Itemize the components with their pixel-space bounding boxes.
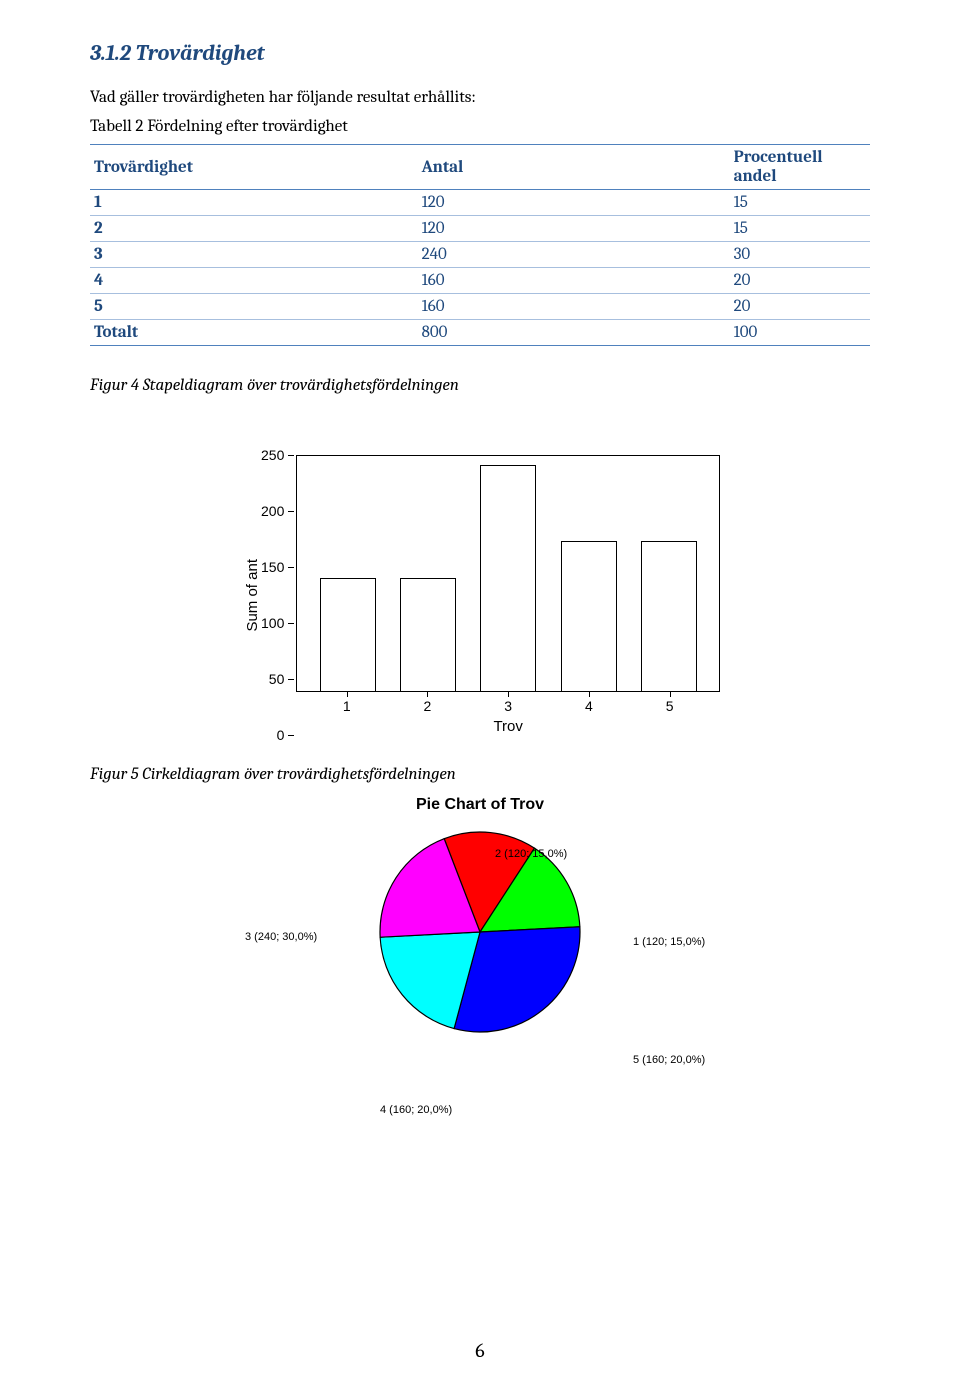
table-cell: 15: [730, 190, 870, 216]
pie-slice-label: 4 (160; 20,0%): [380, 1104, 452, 1116]
bar: [561, 541, 617, 691]
table-cell: 120: [418, 190, 730, 216]
bar-chart-xaxis: 1 2 3 4 5: [296, 692, 720, 714]
table-row: 212015: [90, 216, 870, 242]
th-pct: Procentuell andel: [730, 145, 870, 190]
table-cell: 800: [418, 320, 730, 346]
table-row: 112015: [90, 190, 870, 216]
figure5-caption: Figur 5 Cirkeldiagram över trovärdighets…: [90, 765, 870, 784]
xtick: 2: [399, 692, 455, 714]
bar-chart-xlabel: Trov: [296, 718, 720, 735]
th-count: Antal: [418, 145, 730, 190]
table-cell: 5: [90, 294, 418, 320]
table-row: 516020: [90, 294, 870, 320]
table-row: Totalt800100: [90, 320, 870, 346]
table-cell: 160: [418, 268, 730, 294]
data-table: Trovärdighet Antal Procentuell andel 112…: [90, 144, 870, 346]
table-cell: 15: [730, 216, 870, 242]
th-label: Trovärdighet: [90, 145, 418, 190]
table-cell: 3: [90, 242, 418, 268]
bar: [641, 541, 697, 691]
xtick: 5: [642, 692, 698, 714]
bar-chart-ylabel: Sum of ant: [240, 559, 261, 632]
table-cell: 100: [730, 320, 870, 346]
table-cell: 30: [730, 242, 870, 268]
xtick: 3: [480, 692, 536, 714]
intro-text: Vad gäller trovärdigheten har följande r…: [90, 88, 870, 107]
table-cell: 20: [730, 294, 870, 320]
table-row: 416020: [90, 268, 870, 294]
pie-chart: Pie Chart of Trov 1 (120; 15,0%) 2 (120; …: [185, 796, 775, 1126]
table-cell: 20: [730, 268, 870, 294]
page-number: 6: [475, 1339, 484, 1362]
figure4-caption: Figur 4 Stapeldiagram över trovärdighets…: [90, 376, 870, 395]
table-cell: 240: [418, 242, 730, 268]
table-cell: 2: [90, 216, 418, 242]
bar: [400, 578, 456, 691]
table-cell: Totalt: [90, 320, 418, 346]
xtick: 1: [319, 692, 375, 714]
bar: [480, 465, 536, 691]
bar: [320, 578, 376, 691]
pie-slice-label: 5 (160; 20,0%): [633, 1054, 705, 1066]
pie-slice-label: 1 (120; 15,0%): [633, 936, 705, 948]
table-cell: 120: [418, 216, 730, 242]
bar-chart: Sum of ant 250200150100500 1 2 3 4 5 Trov: [240, 455, 720, 735]
section-heading: 3.1.2 Trovärdighet: [90, 40, 870, 66]
pie-slice-label: 3 (240; 30,0%): [245, 931, 317, 943]
table-caption: Tabell 2 Fördelning efter trovärdighet: [90, 117, 870, 136]
bar-chart-plot: [296, 455, 720, 692]
pie-chart-title: Pie Chart of Trov: [185, 796, 775, 814]
bar-chart-yaxis: 250200150100500: [261, 455, 296, 735]
table-cell: 1: [90, 190, 418, 216]
table-row: 324030: [90, 242, 870, 268]
table-cell: 4: [90, 268, 418, 294]
table-cell: 160: [418, 294, 730, 320]
pie-slice-label: 2 (120; 15,0%): [495, 848, 567, 860]
xtick: 4: [561, 692, 617, 714]
